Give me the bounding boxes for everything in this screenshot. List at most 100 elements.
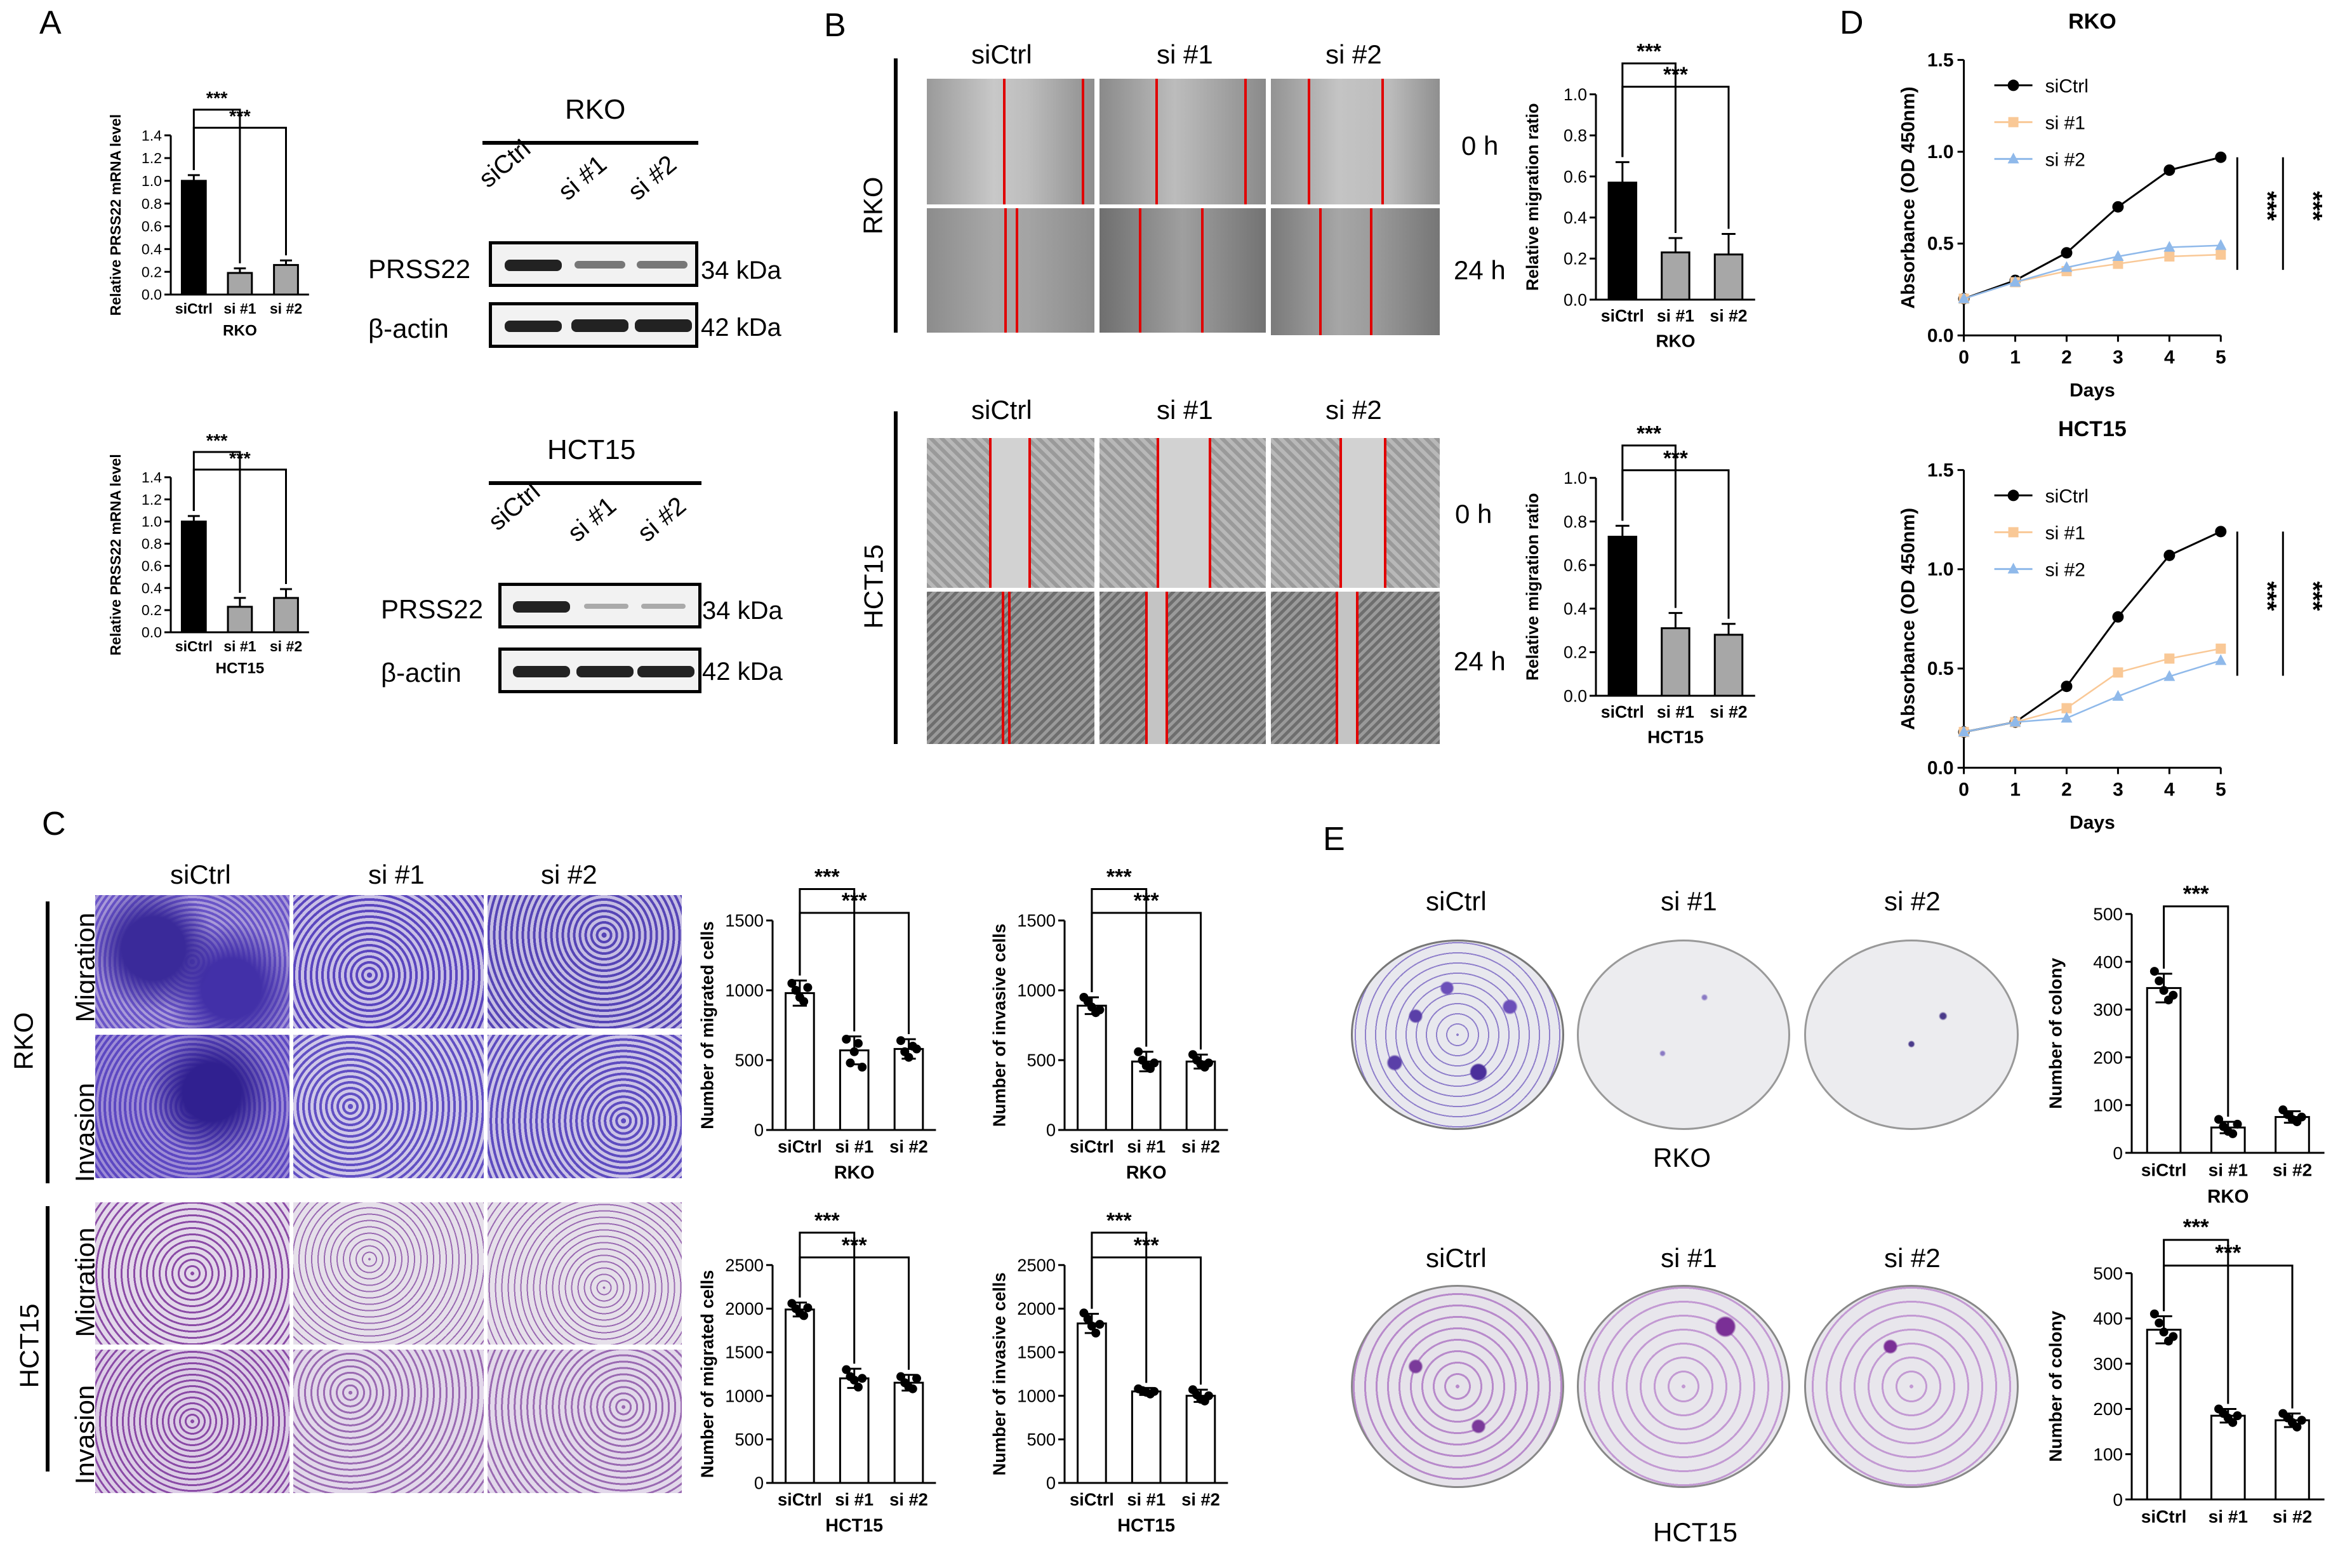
- wound-image: [1271, 592, 1440, 744]
- data-point: [2061, 712, 2073, 723]
- e-rko-group-3: si #2: [1884, 886, 1941, 916]
- x-tick-label: 4: [2164, 347, 2175, 368]
- y-tick-label: 1000: [725, 1386, 764, 1405]
- data-point: [2215, 239, 2227, 250]
- data-point: [1083, 1314, 1093, 1324]
- y-tick-label: 0.0: [142, 624, 162, 641]
- b-rko-group-3: si #2: [1325, 39, 1382, 69]
- significance-label: ***: [1663, 447, 1688, 470]
- y-tick-label: 0.0: [1927, 325, 1954, 346]
- data-point: [846, 1058, 855, 1068]
- e-rko-group-1: siCtrl: [1426, 886, 1487, 916]
- data-point: [1958, 292, 1970, 303]
- bar: [1131, 1390, 1162, 1484]
- transwell-image: [488, 1202, 682, 1345]
- y-tick-label: 1.5: [1927, 460, 1954, 481]
- y-axis-label: Number of invasive cells: [989, 924, 1009, 1127]
- x-tick-label: si #2: [1181, 1489, 1220, 1509]
- data-point: [2113, 258, 2123, 269]
- significance-label: ***: [1106, 865, 1133, 889]
- transwell-image: [95, 895, 289, 1028]
- transwell-image: [95, 1035, 289, 1178]
- x-tick-label: si #2: [2273, 1160, 2312, 1179]
- data-point: [2159, 1327, 2169, 1337]
- legend-marker: [2008, 527, 2019, 538]
- x-tick-label: 1: [2010, 347, 2021, 368]
- data-point: [1150, 1386, 1159, 1396]
- wb-rko-band-box-1: [489, 241, 698, 287]
- wound-image: [1271, 438, 1440, 588]
- colony-plate: [1577, 940, 1790, 1130]
- x-tick-label: si #1: [835, 1489, 874, 1509]
- data-point: [2112, 201, 2124, 213]
- y-tick-label: 0.8: [1564, 126, 1587, 145]
- bar: [785, 1308, 815, 1484]
- y-tick-label: 500: [1026, 1051, 1056, 1070]
- e-hct-group-3: si #2: [1884, 1243, 1941, 1273]
- x-tick-label: si #2: [1710, 703, 1747, 722]
- bar: [2210, 1414, 2246, 1501]
- bar: [2146, 1329, 2182, 1501]
- c-rko-divider: [46, 901, 50, 1183]
- y-tick-label: 300: [2093, 1000, 2123, 1020]
- x-tick-label: si #1: [2209, 1160, 2248, 1179]
- data-point: [2112, 689, 2124, 701]
- c-group-1: siCtrl: [170, 860, 231, 889]
- panel-letter-c: C: [42, 806, 66, 842]
- bar: [180, 521, 207, 634]
- y-tick-label: 1000: [725, 981, 764, 1000]
- x-tick-label: si #2: [270, 300, 302, 317]
- y-tick-label: 0.6: [142, 218, 162, 235]
- data-point: [2215, 249, 2226, 260]
- bar: [893, 1047, 924, 1131]
- wound-image: [927, 208, 1094, 333]
- bar: [1077, 1322, 1107, 1484]
- transwell-image: [293, 1035, 484, 1178]
- b-rko-group-1: siCtrl: [971, 39, 1032, 69]
- y-tick-label: 1500: [725, 911, 764, 931]
- b-rko-time-0: 0 h: [1461, 131, 1499, 161]
- y-tick-label: 400: [2093, 952, 2123, 972]
- wound-image: [1099, 79, 1266, 204]
- data-point: [791, 986, 800, 995]
- panel-letter-a: A: [39, 4, 62, 41]
- x-tick-label: siCtrl: [1601, 703, 1644, 722]
- y-tick-label: 1.0: [1927, 142, 1954, 163]
- data-point: [2009, 715, 2021, 727]
- data-point: [842, 1365, 851, 1374]
- significance-label: ***: [1134, 889, 1160, 913]
- data-point: [2164, 653, 2175, 664]
- b-hct-time-0: 0 h: [1455, 499, 1492, 529]
- wound-image: [927, 79, 1094, 204]
- significance-label: ***: [206, 431, 228, 451]
- y-tick-label: 1.0: [1564, 85, 1587, 104]
- wb-rko-size-2: 42 kDa: [701, 314, 781, 342]
- x-tick-label: 1: [2010, 779, 2021, 800]
- y-tick-label: 0.8: [142, 536, 162, 552]
- bar: [1713, 253, 1744, 301]
- x-tick-label: si #2: [270, 638, 302, 654]
- y-tick-label: 0.2: [1564, 249, 1587, 269]
- wound-image: [1099, 208, 1266, 333]
- y-axis-label: Absorbance (OD 450nm): [1898, 508, 1919, 730]
- y-tick-label: 1000: [1017, 981, 1056, 1000]
- legend-label: siCtrl: [2045, 76, 2089, 96]
- x-tick-label: si #1: [835, 1136, 874, 1156]
- wound-image: [1099, 592, 1266, 744]
- significance-label: ***: [1663, 63, 1688, 87]
- wb-hct-band-box-1: [498, 583, 701, 628]
- x-tick-label: siCtrl: [778, 1136, 822, 1156]
- bar: [180, 180, 207, 296]
- y-tick-label: 0.5: [1927, 658, 1954, 679]
- wb-hct-title: HCT15: [547, 434, 636, 465]
- data-point: [1204, 1391, 1213, 1400]
- wb-rko-band-box-2: [489, 302, 698, 348]
- data-point: [2215, 151, 2227, 163]
- e-rko-cell-label: RKO: [1653, 1143, 1711, 1173]
- y-tick-label: 1.0: [142, 173, 162, 189]
